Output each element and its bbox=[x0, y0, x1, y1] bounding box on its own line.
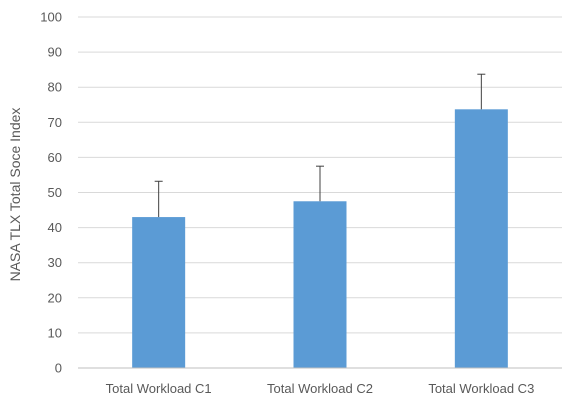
y-tick-label-30: 30 bbox=[48, 255, 62, 270]
y-tick-label-60: 60 bbox=[48, 150, 62, 165]
y-tick-label-100: 100 bbox=[40, 10, 62, 25]
y-tick-labels: 0 10 20 30 40 50 60 70 80 90 100 bbox=[40, 10, 62, 376]
y-tick-label-20: 20 bbox=[48, 290, 62, 305]
y-tick-label-40: 40 bbox=[48, 220, 62, 235]
error-bar-3 bbox=[477, 73, 486, 110]
y-axis-title: NASA TLX Total Soce Index bbox=[7, 108, 23, 282]
x-category-label-2: Total Workload C2 bbox=[267, 381, 373, 396]
y-tick-label-50: 50 bbox=[48, 185, 62, 200]
bar-2 bbox=[293, 201, 347, 368]
x-category-label-3: Total Workload C3 bbox=[428, 381, 534, 396]
error-bar-1 bbox=[154, 180, 163, 218]
error-bars bbox=[154, 73, 486, 218]
error-bar-2 bbox=[316, 165, 324, 202]
y-tick-label-80: 80 bbox=[48, 80, 62, 95]
y-tick-label-10: 10 bbox=[48, 325, 62, 340]
bar-3 bbox=[454, 109, 508, 369]
x-category-label-1: Total Workload C1 bbox=[106, 381, 212, 396]
y-tick-label-0: 0 bbox=[55, 361, 62, 376]
bar-1 bbox=[132, 217, 186, 368]
bars bbox=[132, 109, 508, 369]
y-tick-label-70: 70 bbox=[48, 115, 62, 130]
y-tick-label-90: 90 bbox=[48, 45, 62, 60]
x-category-labels: Total Workload C1 Total Workload C2 Total … bbox=[106, 381, 535, 396]
